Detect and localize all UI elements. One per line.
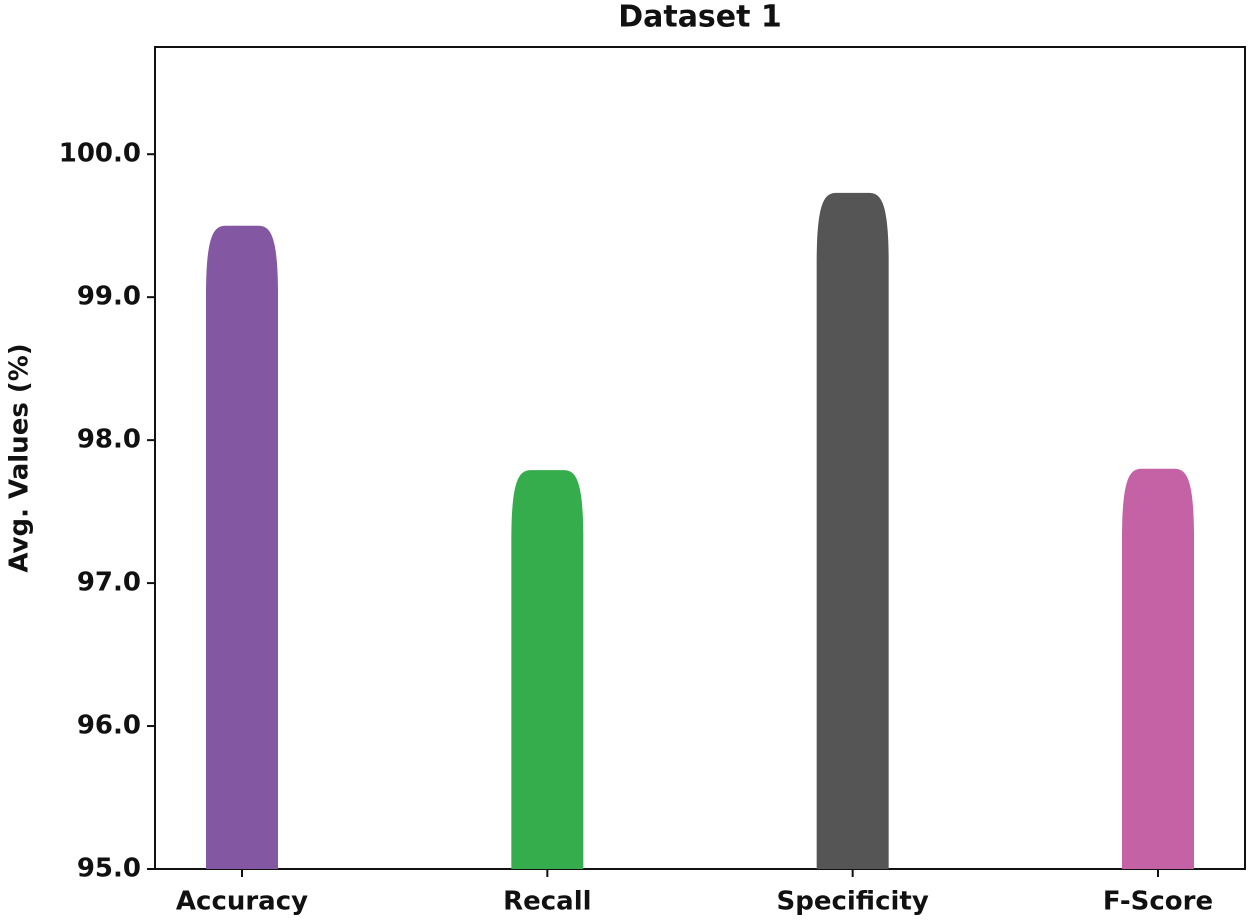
y-tick-label: 99.0 [77, 282, 141, 312]
x-tick-label: F-Score [1103, 887, 1213, 917]
x-tick-label: Recall [503, 887, 591, 917]
bar [511, 470, 584, 869]
x-tick-label: Specificity [777, 887, 929, 917]
bar [1122, 468, 1194, 869]
bar [206, 225, 278, 869]
y-tick-label: 97.0 [77, 568, 141, 598]
chart-title: Dataset 1 [618, 0, 782, 35]
y-tick-label: 95.0 [77, 854, 141, 884]
y-tick-label: 96.0 [77, 711, 141, 741]
x-tick-label: Accuracy [176, 887, 308, 917]
plot-frame [154, 46, 1246, 870]
y-tick-label: 100.0 [59, 139, 141, 169]
bar [816, 192, 889, 869]
y-axis-label: Avg. Values (%) [5, 343, 35, 572]
y-tick-label: 98.0 [77, 425, 141, 455]
